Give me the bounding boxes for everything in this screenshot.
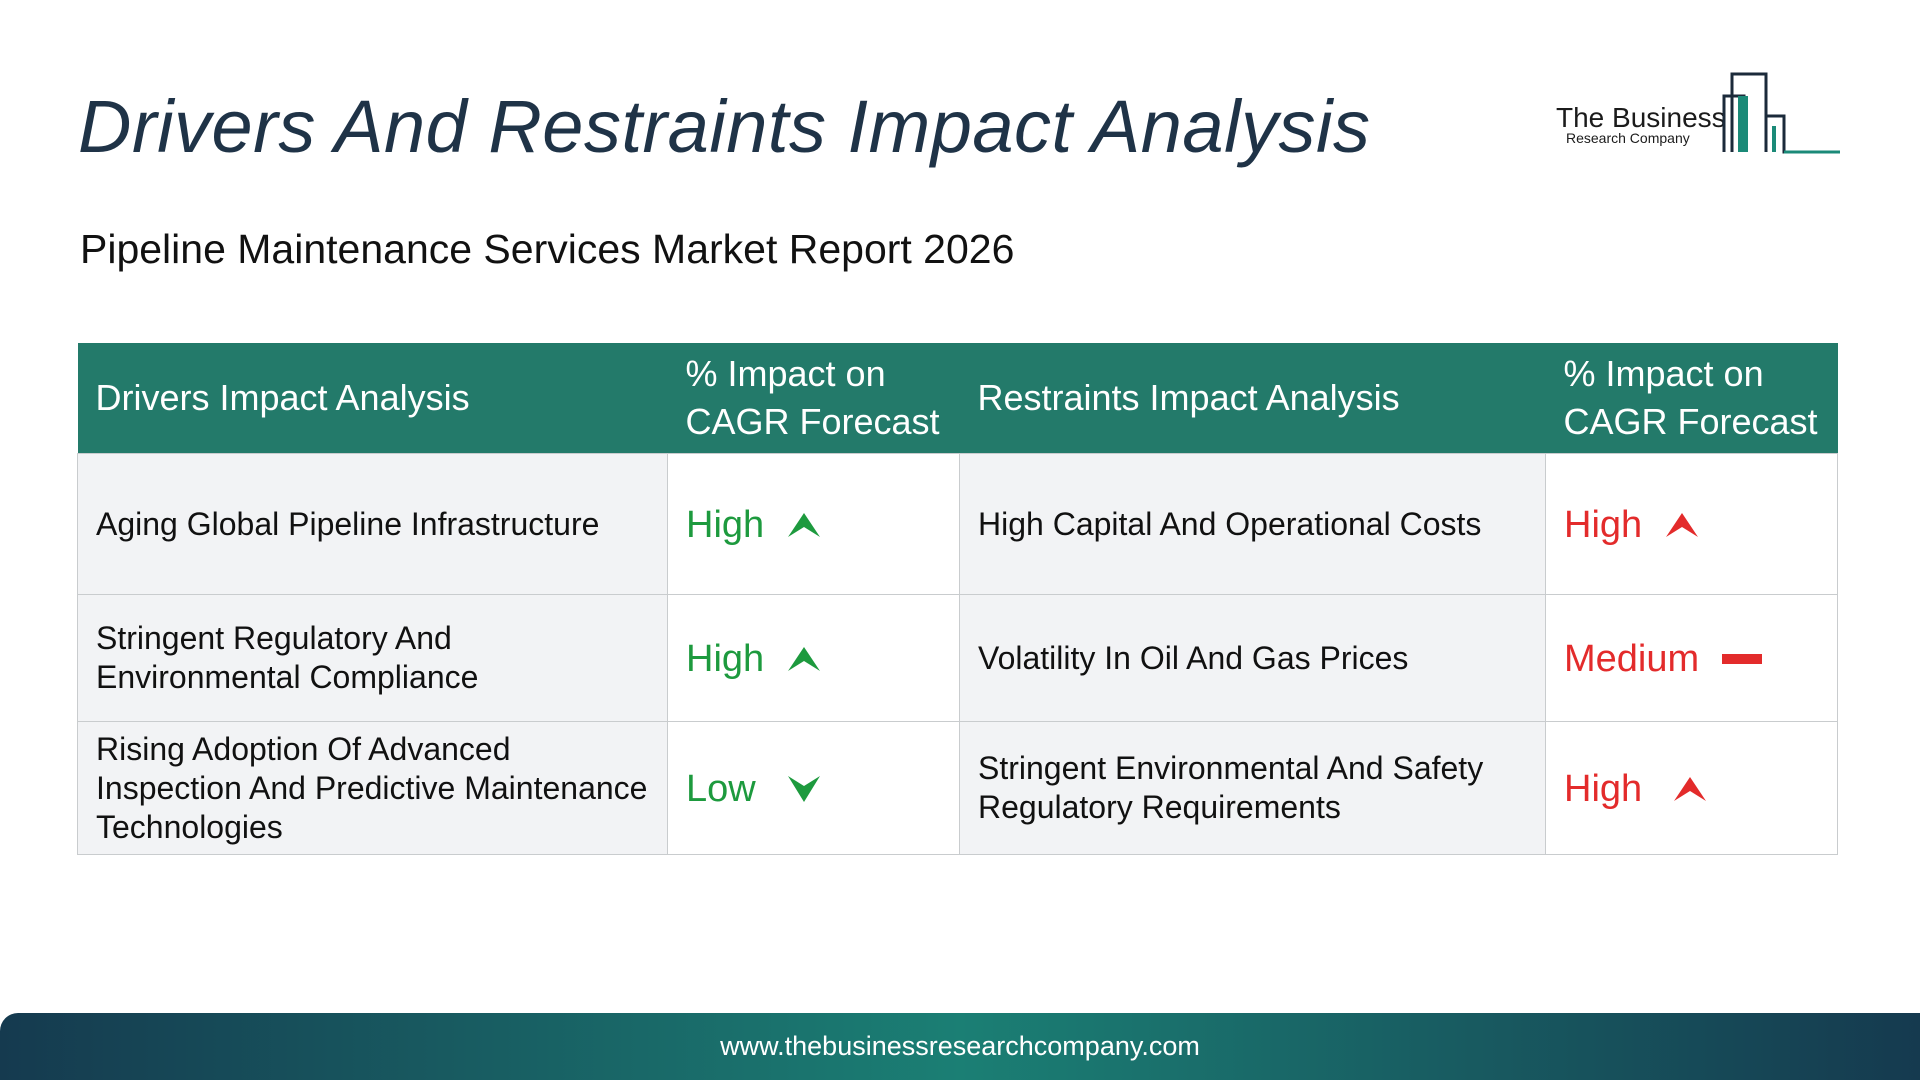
building-bars-icon [1722, 72, 1840, 154]
arrow-up-icon [1674, 777, 1707, 802]
footer-url-link[interactable]: www.thebusinessresearchcompany.com [720, 1031, 1200, 1061]
impact-level: High [1564, 503, 1643, 546]
driver-cell: Rising Adoption Of Advanced Inspection A… [77, 721, 668, 855]
arrow-up-icon [1666, 513, 1699, 538]
restraint-impact-cell: High [1545, 453, 1838, 595]
restraint-cell: High Capital And Operational Costs [959, 453, 1546, 595]
impact-table: Drivers Impact Analysis % Impact on CAGR… [77, 343, 1838, 855]
header-restraints: Restraints Impact Analysis [959, 343, 1546, 454]
impact-level: Low [686, 767, 756, 810]
dash-icon [1722, 654, 1763, 665]
driver-cell: Aging Global Pipeline Infrastructure [77, 453, 668, 595]
impact-level: High [686, 503, 765, 546]
impact-level: High [1564, 767, 1643, 810]
restraint-impact-cell: High [1545, 721, 1838, 855]
driver-cell: Stringent Regulatory And Environmental C… [77, 594, 668, 722]
logo-line1: The Business [1556, 102, 1726, 133]
header-drivers-impact: % Impact on CAGR Forecast [667, 343, 960, 454]
page-title: Drivers And Restraints Impact Analysis [78, 85, 1371, 168]
driver-impact-cell: High [667, 594, 960, 722]
restraint-cell: Stringent Environmental And Safety Regul… [959, 721, 1546, 855]
logo-line2: Research Company [1566, 130, 1690, 146]
impact-level: High [686, 637, 765, 680]
arrow-up-icon [788, 647, 821, 672]
table-row: Stringent Regulatory And Environmental C… [77, 594, 1838, 722]
arrow-up-icon [788, 513, 821, 538]
impact-level: Medium [1564, 637, 1700, 680]
table-row: Rising Adoption Of Advanced Inspection A… [77, 721, 1838, 855]
header-restraints-impact: % Impact on CAGR Forecast [1545, 343, 1838, 454]
driver-impact-cell: High [667, 453, 960, 595]
table-header-row: Drivers Impact Analysis % Impact on CAGR… [77, 343, 1838, 454]
report-subtitle: Pipeline Maintenance Services Market Rep… [80, 226, 1015, 272]
arrow-down-icon [787, 776, 820, 803]
restraint-cell: Volatility In Oil And Gas Prices [959, 594, 1546, 722]
driver-impact-cell: Low [667, 721, 960, 855]
table-row: Aging Global Pipeline Infrastructure Hig… [77, 453, 1838, 595]
header-drivers: Drivers Impact Analysis [77, 343, 668, 454]
company-logo: The Business Research Company [1552, 66, 1840, 158]
footer-bar: www.thebusinessresearchcompany.com [0, 1013, 1920, 1080]
restraint-impact-cell: Medium [1545, 594, 1838, 722]
